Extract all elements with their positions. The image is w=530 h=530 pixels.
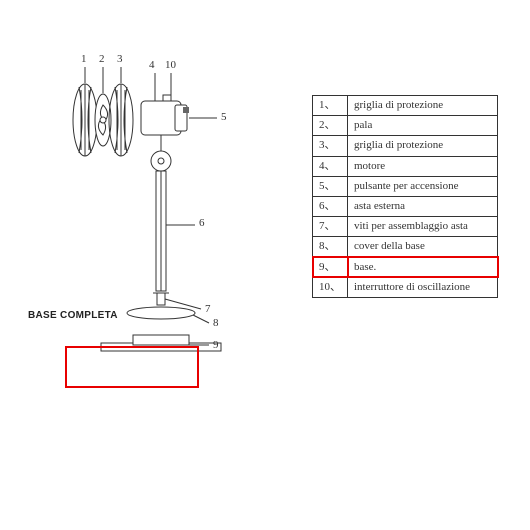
part-label: asta esterna [348, 196, 498, 216]
table-row: 4、motore [313, 156, 498, 176]
table-row: 7、viti per assemblaggio asta [313, 217, 498, 237]
callout-5: 5 [221, 111, 227, 123]
part-label: interruttore di oscillazione [348, 277, 498, 297]
callout-2: 2 [99, 53, 105, 65]
table-row: 5、pulsante per accensione [313, 176, 498, 196]
part-number: 10、 [313, 277, 348, 297]
table-row: 3、griglia di protezione [313, 136, 498, 156]
part-number: 4、 [313, 156, 348, 176]
fan-diagram-svg [45, 65, 265, 385]
callout-6: 6 [199, 217, 205, 229]
exploded-diagram: 1 2 3 4 10 5 6 7 8 9 [45, 65, 265, 385]
part-number: 3、 [313, 136, 348, 156]
callout-1: 1 [81, 53, 87, 65]
part-number: 6、 [313, 196, 348, 216]
table-row: 2、pala [313, 116, 498, 136]
part-number: 9、 [313, 257, 348, 277]
part-label: griglia di protezione [348, 136, 498, 156]
part-label: base. [348, 257, 498, 277]
callout-8: 8 [213, 317, 219, 329]
part-label: cover della base [348, 237, 498, 257]
caption-label: BASE COMPLETA [28, 310, 118, 321]
table-row: 1、griglia di protezione [313, 96, 498, 116]
part-number: 2、 [313, 116, 348, 136]
callout-7: 7 [205, 303, 211, 315]
callout-3: 3 [117, 53, 123, 65]
parts-table: 1、griglia di protezione2、pala3、griglia d… [312, 95, 498, 298]
table-row: 9、base. [313, 257, 498, 277]
root: 1 2 3 4 10 5 6 7 8 9 BASE COMPLETA 1、gri… [0, 0, 530, 530]
callout-9: 9 [213, 339, 219, 351]
part-label: motore [348, 156, 498, 176]
part-number: 1、 [313, 96, 348, 116]
table-row: 6、asta esterna [313, 196, 498, 216]
part-label: pala [348, 116, 498, 136]
parts-table-body: 1、griglia di protezione2、pala3、griglia d… [313, 96, 498, 298]
callout-10: 10 [165, 59, 176, 71]
part-number: 8、 [313, 237, 348, 257]
part-label: griglia di protezione [348, 96, 498, 116]
table-row: 10、interruttore di oscillazione [313, 277, 498, 297]
part-label: pulsante per accensione [348, 176, 498, 196]
part-label: viti per assemblaggio asta [348, 217, 498, 237]
callout-4: 4 [149, 59, 155, 71]
table-row: 8、cover della base [313, 237, 498, 257]
part-number: 7、 [313, 217, 348, 237]
part-number: 5、 [313, 176, 348, 196]
